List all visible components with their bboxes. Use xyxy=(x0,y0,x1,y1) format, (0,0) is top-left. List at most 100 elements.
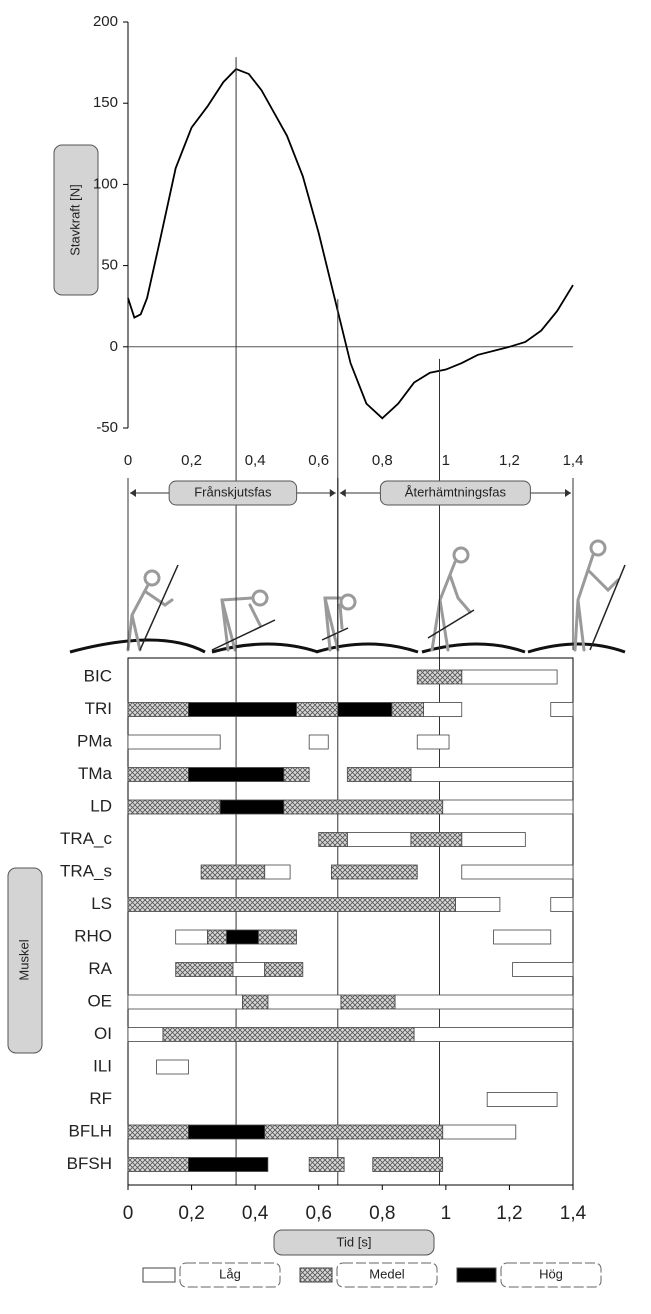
x-tick-label: 1,4 xyxy=(563,452,584,469)
muscle-label: TRA_c xyxy=(60,829,112,848)
activation-segment xyxy=(283,799,444,815)
activation-segment xyxy=(461,864,574,880)
x-tick-label: 1 xyxy=(441,1203,452,1224)
activation-segment xyxy=(308,734,329,750)
x-tick-label: 0,4 xyxy=(245,452,266,469)
y-axis-label: Stavkraft [N] xyxy=(67,184,82,256)
activation-segment xyxy=(346,767,412,782)
x-tick-label: 1,2 xyxy=(499,452,520,469)
muscle-label: RF xyxy=(89,1089,112,1108)
muscle-label: OI xyxy=(94,1024,112,1043)
activation-segment xyxy=(127,1124,189,1140)
x-tick-label: 0,6 xyxy=(308,452,329,469)
activation-segment xyxy=(162,1027,415,1042)
activation-segment xyxy=(127,799,221,815)
phase-box xyxy=(168,480,298,506)
legend-label: Låg xyxy=(219,1266,241,1281)
activation-segment xyxy=(512,962,574,977)
activation-segment xyxy=(267,994,342,1010)
muscle-label: LD xyxy=(90,796,112,815)
x-tick-label: 0,8 xyxy=(372,452,393,469)
phase-label: Återhämtningsfas xyxy=(405,484,507,499)
x-axis-label: Tid [s] xyxy=(337,1234,372,1249)
muscle-label: TRA_s xyxy=(60,861,112,880)
y-tick-label: 150 xyxy=(93,94,118,111)
activation-segment xyxy=(264,864,291,880)
activation-segment xyxy=(187,1124,266,1140)
activation-segment xyxy=(219,799,285,815)
activation-segment xyxy=(416,669,463,685)
x-tick-label: 1,2 xyxy=(496,1203,522,1224)
activation-segment xyxy=(232,962,266,977)
x-tick-label: 0 xyxy=(123,1203,134,1224)
activation-segment xyxy=(550,897,574,912)
activation-segment xyxy=(337,702,393,717)
legend-swatch xyxy=(142,1267,176,1283)
legend-box xyxy=(336,1262,438,1288)
muscle-label: LS xyxy=(91,894,112,913)
activation-segment xyxy=(423,702,463,717)
x-tick-label: 0 xyxy=(124,452,132,469)
activation-segment xyxy=(461,669,558,685)
legend-label: Medel xyxy=(369,1266,405,1281)
y-tick-label: 0 xyxy=(110,338,118,355)
muscle-label: RHO xyxy=(74,926,112,945)
muscle-label: ILI xyxy=(93,1056,112,1075)
activation-segment xyxy=(242,994,269,1010)
activation-segment xyxy=(257,929,297,945)
legend-swatch xyxy=(299,1267,333,1283)
activation-segment xyxy=(442,799,574,815)
legend-swatch xyxy=(456,1267,497,1283)
y-axis-label: Muskel xyxy=(16,939,31,980)
y-label-box xyxy=(7,867,43,1054)
activation-segment xyxy=(493,929,552,945)
activation-segment xyxy=(127,767,189,782)
activation-segment xyxy=(226,929,259,945)
y-tick-label: 50 xyxy=(101,257,118,274)
legend-box xyxy=(179,1262,281,1288)
activation-segment xyxy=(187,702,297,717)
activation-segment xyxy=(416,734,450,750)
activation-segment xyxy=(296,702,339,717)
activation-segment xyxy=(461,832,526,847)
activation-segment xyxy=(200,864,266,880)
activation-segment xyxy=(410,832,463,847)
plot-frame xyxy=(127,657,574,1186)
muscle-label: BFSH xyxy=(67,1154,112,1173)
muscle-label: BFLH xyxy=(69,1121,112,1140)
x-tick-label: 0,2 xyxy=(181,452,202,469)
activation-segment xyxy=(346,832,412,847)
legend-box xyxy=(500,1262,602,1288)
activation-segment xyxy=(550,702,574,717)
activation-segment xyxy=(127,1157,189,1172)
y-label-box xyxy=(53,144,99,296)
x-tick-label: 0,8 xyxy=(369,1203,395,1224)
activation-segment xyxy=(372,1157,444,1172)
activation-segment xyxy=(127,897,456,912)
activation-segment xyxy=(486,1092,558,1107)
phase-box xyxy=(379,480,531,506)
x-tick-label: 0,4 xyxy=(242,1203,269,1224)
activation-segment xyxy=(391,702,425,717)
activation-segment xyxy=(308,1157,345,1172)
activation-segment xyxy=(394,994,574,1010)
activation-segment xyxy=(175,962,234,977)
x-tick-label: 1 xyxy=(442,452,450,469)
activation-segment xyxy=(187,1157,269,1172)
muscle-label: RA xyxy=(88,959,112,978)
activation-segment xyxy=(454,897,501,912)
y-tick-label: 100 xyxy=(93,175,118,192)
muscle-label: TRI xyxy=(85,699,112,718)
phase-label: Frånskjutsfas xyxy=(194,484,272,499)
activation-segment xyxy=(127,994,243,1010)
muscle-label: TMa xyxy=(78,764,113,783)
muscle-label: BIC xyxy=(84,666,112,685)
y-tick-label: 200 xyxy=(93,13,118,30)
activation-segment xyxy=(264,1124,444,1140)
activation-segment xyxy=(413,1027,574,1042)
y-tick-label: -50 xyxy=(96,419,118,436)
muscle-label: OE xyxy=(87,991,112,1010)
x-label-box xyxy=(273,1229,435,1256)
activation-segment xyxy=(318,832,348,847)
